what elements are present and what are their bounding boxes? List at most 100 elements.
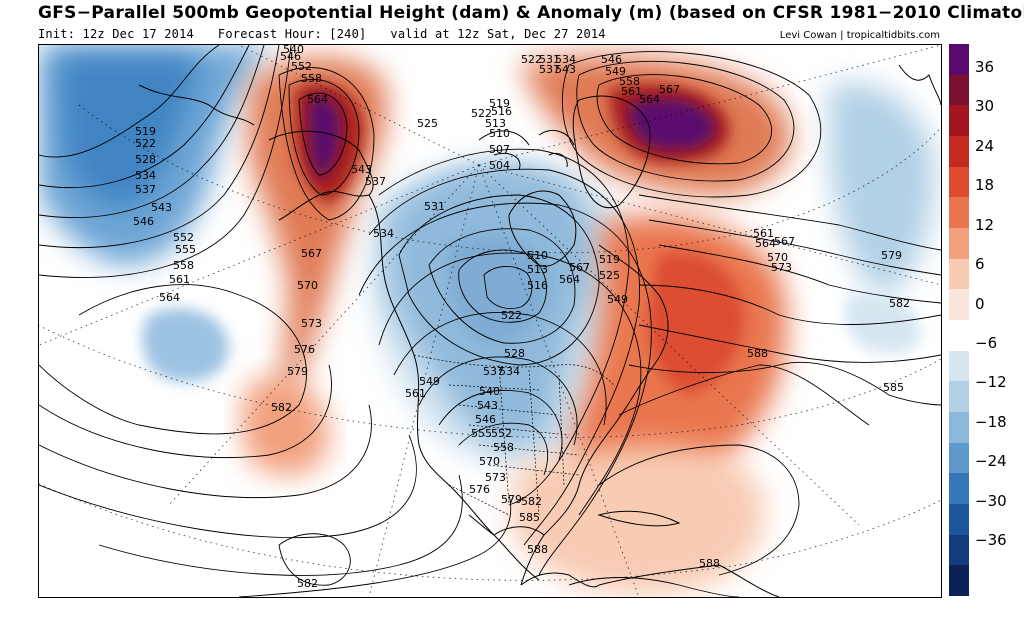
coast-europe — [898, 64, 941, 106]
colorbar-tick-label: 18 — [975, 176, 995, 195]
contour-line — [298, 92, 348, 176]
contour-label: 561 — [621, 85, 642, 98]
colorbar-segment — [949, 412, 969, 444]
contour-label: 537 — [365, 175, 386, 188]
colorbar-tick-label: −30 — [975, 491, 1007, 510]
contour-label: 564 — [307, 93, 328, 106]
contour-label: 549 — [419, 375, 440, 388]
contour-line — [638, 324, 941, 363]
contour-label: 522 — [135, 137, 156, 150]
contour-label: 543 — [151, 201, 172, 214]
colorbar-segment — [949, 473, 969, 505]
contour-label: 588 — [747, 347, 768, 360]
contour-line — [378, 252, 642, 516]
contour-line — [358, 202, 652, 576]
contour-label: 588 — [527, 543, 548, 556]
contour-label: 585 — [883, 381, 904, 394]
contour-label: 570 — [479, 455, 500, 468]
coast-central-america — [520, 572, 600, 588]
state-lines — [448, 364, 580, 516]
contour-line — [568, 577, 740, 597]
init-time: Init: 12z Dec 17 2014 — [38, 27, 194, 41]
coast-east-us — [520, 424, 615, 586]
contour-label: 576 — [469, 483, 490, 496]
contour-label: 549 — [605, 65, 626, 78]
colorbar-tick-label: −6 — [975, 334, 998, 352]
contour-line — [648, 219, 941, 276]
contour-label: 567 — [659, 83, 680, 96]
contour-line — [428, 228, 576, 344]
contour-line — [39, 45, 250, 189]
contour-label: 522 — [521, 53, 542, 66]
contour-label: 579 — [881, 249, 902, 262]
contour-label: 546 — [280, 50, 301, 63]
contour-line — [458, 422, 549, 476]
contour-label: 582 — [297, 577, 318, 590]
contour-label: 522 — [501, 309, 522, 322]
contour-label: 531 — [539, 53, 560, 66]
contour-label: 555 — [175, 243, 196, 256]
contour-line — [39, 45, 292, 278]
contour-line — [39, 45, 280, 248]
ridge-atlantic-light — [509, 445, 765, 596]
trough-north-pacific-core — [59, 55, 199, 208]
contour-label: 516 — [491, 105, 512, 118]
coast-gulf — [468, 514, 545, 536]
contour-label: 516 — [527, 279, 548, 292]
height-anomaly-map: 5465525585645405195225285345375435465525… — [39, 45, 941, 597]
contour-label: 558 — [493, 441, 514, 454]
contour-label: 546 — [601, 53, 622, 66]
contour-line — [483, 266, 533, 309]
contour-line — [628, 361, 941, 406]
contour-line — [39, 45, 220, 158]
contour-label: 513 — [527, 263, 548, 276]
contour-label: 576 — [294, 343, 315, 356]
contour-line — [596, 74, 772, 165]
contour-label: 582 — [889, 297, 910, 310]
contour-label: 570 — [297, 279, 318, 292]
coast-alaska — [268, 130, 374, 221]
contour-line — [458, 249, 547, 323]
colorbar-tick-label: 12 — [975, 215, 995, 234]
colorbar-segment — [949, 166, 969, 198]
colorbar-segment — [949, 136, 969, 168]
coast-greenland — [572, 95, 651, 208]
colorbar-tick-label: −18 — [975, 412, 1007, 431]
contour-line — [618, 364, 870, 426]
contour-labels: 5465525585645405195225285345375435465525… — [133, 45, 910, 590]
colorbar-segment — [949, 74, 969, 106]
contour-label: 567 — [569, 261, 590, 274]
contour-line — [368, 168, 640, 546]
contour-label: 525 — [599, 269, 620, 282]
contour-label: 582 — [271, 401, 292, 414]
contour-line — [638, 284, 941, 325]
contour-label: 540 — [283, 45, 304, 56]
contour-label: 558 — [619, 75, 640, 88]
contour-label: 534 — [499, 365, 520, 378]
contour-line — [393, 312, 607, 426]
colorbar-segment — [949, 228, 969, 260]
contour-label: 543 — [477, 399, 498, 412]
contour-label: 570 — [767, 251, 788, 264]
contour-label: 564 — [755, 237, 776, 250]
contour-label: 567 — [301, 247, 322, 260]
contour-label: 552 — [173, 231, 194, 244]
colorbar-tick-label: −24 — [975, 452, 1007, 471]
contour-line — [39, 284, 307, 435]
contour-line — [418, 356, 578, 446]
trough-light-margin — [371, 164, 625, 467]
colorbar-segment — [949, 258, 969, 290]
longitude-line — [238, 45, 480, 166]
contour-line — [398, 194, 600, 366]
contour-label: 534 — [373, 227, 394, 240]
contour-label: 558 — [301, 72, 322, 85]
graticule — [39, 45, 941, 597]
contour-label: 564 — [639, 93, 660, 106]
credit-text: Levi Cowan | tropicaltidbits.com — [779, 30, 940, 41]
contour-label: 531 — [424, 200, 445, 213]
contour-line — [658, 244, 941, 304]
contour-line — [561, 51, 822, 198]
contour-line — [598, 444, 800, 576]
contour-label: 555 — [471, 427, 492, 440]
contour-label: 540 — [479, 385, 500, 398]
